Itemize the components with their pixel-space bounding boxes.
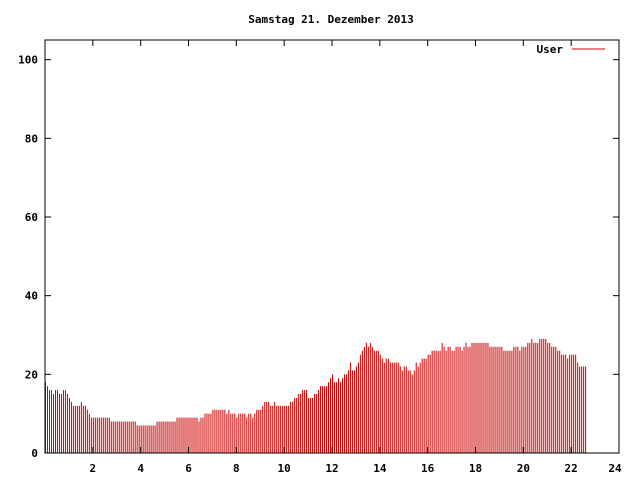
x-tick-label: 10 xyxy=(278,462,291,475)
y-tick-label: 20 xyxy=(25,368,38,381)
y-tick-label: 0 xyxy=(31,447,38,460)
bars-group xyxy=(45,338,587,453)
x-tick-label: 22 xyxy=(565,462,578,475)
y-tick-label: 60 xyxy=(25,211,38,224)
x-tick-label: 16 xyxy=(421,462,435,475)
y-tick-label: 40 xyxy=(25,290,38,303)
x-tick-label: 18 xyxy=(469,462,482,475)
x-tick-label: 4 xyxy=(137,462,144,475)
x-tick-label: 14 xyxy=(373,462,387,475)
chart-title: Samstag 21. Dezember 2013 xyxy=(248,13,414,26)
x-tick-label: 6 xyxy=(185,462,192,475)
x-tick-label: 8 xyxy=(233,462,240,475)
x-tick-label: 2 xyxy=(90,462,97,475)
plot-frame xyxy=(44,39,620,454)
x-tick-label: 20 xyxy=(517,462,530,475)
y-tick-label: 80 xyxy=(25,132,38,145)
y-tick-label: 100 xyxy=(18,54,38,67)
x-tick-label: 12 xyxy=(325,462,338,475)
legend-label-user: User xyxy=(537,43,564,56)
legend: User xyxy=(537,43,605,56)
x-tick-label: 24 xyxy=(608,462,622,475)
